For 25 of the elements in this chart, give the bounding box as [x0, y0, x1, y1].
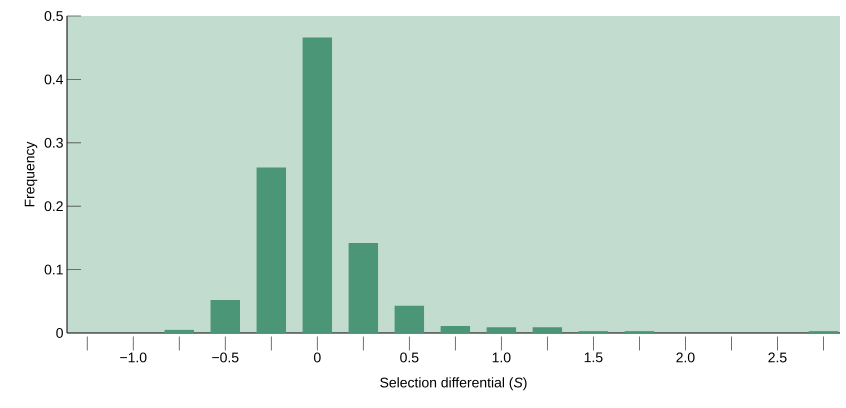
bar [164, 330, 194, 333]
bar [440, 326, 470, 333]
bar [256, 168, 286, 333]
x-tick-label: 0 [314, 352, 321, 362]
x-axis-title: Selection differential (S) [380, 377, 527, 390]
bar [302, 38, 332, 333]
x-tick-label: −1.0 [120, 352, 146, 362]
y-tick-label: 0 [56, 328, 63, 338]
x-tick-label: 1.0 [492, 352, 511, 362]
x-tick-label: −0.5 [212, 352, 238, 362]
bar [486, 327, 516, 333]
x-tick-label: 0.5 [400, 352, 418, 362]
x-tick-label: 2.0 [676, 352, 695, 362]
x-tick-label: 1.5 [584, 352, 602, 362]
x-tick-label: 2.5 [768, 352, 787, 362]
bar [394, 306, 424, 333]
y-tick-label: 0.4 [44, 74, 64, 84]
y-axis-title: Frequency [24, 142, 38, 206]
bar [532, 327, 562, 333]
y-tick-label: 0.3 [44, 138, 63, 148]
bar [210, 300, 240, 333]
y-tick-label: 0.1 [44, 264, 63, 275]
y-tick-label: 0.5 [44, 11, 63, 21]
y-tick-label: 0.2 [44, 201, 63, 212]
bar [348, 242, 378, 333]
